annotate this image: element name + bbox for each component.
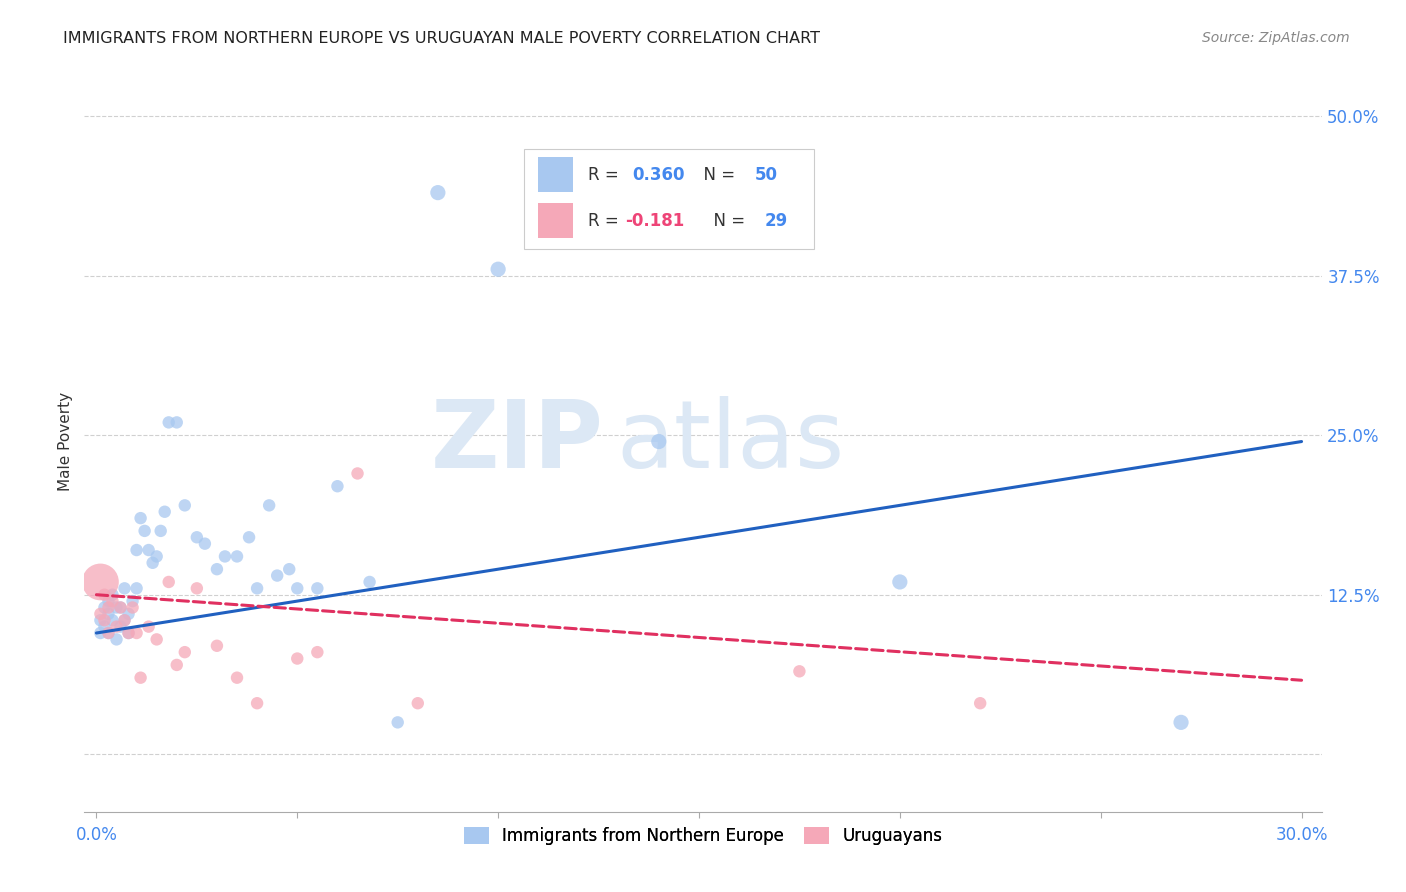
Point [110, 600, 132, 615]
Point [97, 594, 120, 608]
Text: 50: 50 [755, 166, 778, 184]
Text: Source: ZipAtlas.com: Source: ZipAtlas.com [1202, 31, 1350, 45]
FancyBboxPatch shape [538, 202, 574, 238]
Point [125, 582, 148, 596]
Point [246, 582, 269, 596]
Point [101, 588, 124, 602]
Point [114, 613, 136, 627]
Point [359, 574, 381, 589]
Point [226, 549, 249, 564]
Point [145, 632, 167, 647]
Text: R =: R = [588, 212, 624, 230]
Point [326, 479, 349, 493]
Text: 0.360: 0.360 [633, 166, 685, 184]
Point [166, 416, 188, 430]
Point [173, 645, 195, 659]
Point [889, 574, 911, 589]
Point [93, 620, 115, 634]
Point [157, 416, 180, 430]
Point [186, 530, 208, 544]
Point [138, 620, 160, 634]
Point [173, 499, 195, 513]
Point [114, 582, 136, 596]
Point [105, 600, 128, 615]
Point [97, 626, 120, 640]
Point [125, 543, 148, 558]
Point [89, 607, 111, 621]
Point [121, 600, 143, 615]
Point [648, 434, 671, 449]
Text: IMMIGRANTS FROM NORTHERN EUROPE VS URUGUAYAN MALE POVERTY CORRELATION CHART: IMMIGRANTS FROM NORTHERN EUROPE VS URUGU… [63, 31, 820, 46]
Point [278, 562, 301, 576]
Point [969, 696, 991, 710]
Point [194, 536, 217, 550]
FancyBboxPatch shape [523, 149, 814, 249]
Text: R =: R = [588, 166, 624, 184]
Point [307, 645, 329, 659]
Text: ZIP: ZIP [432, 395, 605, 488]
Point [121, 594, 143, 608]
Point [105, 632, 128, 647]
Text: N =: N = [693, 166, 741, 184]
Point [346, 467, 368, 481]
Point [89, 613, 111, 627]
Point [93, 613, 115, 627]
Point [142, 556, 165, 570]
Text: atlas: atlas [616, 395, 845, 488]
Point [153, 505, 176, 519]
Point [205, 639, 228, 653]
Point [149, 524, 172, 538]
Text: -0.181: -0.181 [626, 212, 685, 230]
Point [186, 582, 208, 596]
Point [101, 594, 124, 608]
Point [166, 657, 188, 672]
Legend: Immigrants from Northern Europe, Uruguayans: Immigrants from Northern Europe, Uruguay… [457, 820, 949, 852]
Point [387, 715, 409, 730]
Text: N =: N = [703, 212, 751, 230]
Point [101, 613, 124, 627]
Point [110, 600, 132, 615]
Point [1170, 715, 1192, 730]
Point [93, 588, 115, 602]
Point [307, 582, 329, 596]
Point [89, 626, 111, 640]
Point [214, 549, 236, 564]
Point [138, 543, 160, 558]
Point [246, 696, 269, 710]
Point [125, 626, 148, 640]
Point [285, 651, 308, 665]
Point [285, 582, 308, 596]
Point [406, 696, 429, 710]
Point [226, 671, 249, 685]
Point [97, 607, 120, 621]
Point [117, 626, 139, 640]
Point [266, 568, 288, 582]
Y-axis label: Male Poverty: Male Poverty [58, 392, 73, 491]
Point [426, 186, 449, 200]
Point [238, 530, 260, 544]
Point [114, 613, 136, 627]
Point [486, 262, 509, 277]
Point [93, 600, 115, 615]
Point [257, 499, 280, 513]
Point [205, 562, 228, 576]
Point [129, 511, 152, 525]
Point [97, 600, 120, 615]
Point [157, 574, 180, 589]
Point [134, 524, 156, 538]
Point [789, 665, 811, 679]
Point [117, 607, 139, 621]
Point [110, 620, 132, 634]
Text: 29: 29 [765, 212, 789, 230]
Point [129, 671, 152, 685]
Point [145, 549, 167, 564]
Point [89, 574, 111, 589]
FancyBboxPatch shape [538, 157, 574, 192]
Point [97, 626, 120, 640]
Point [105, 620, 128, 634]
Point [117, 626, 139, 640]
